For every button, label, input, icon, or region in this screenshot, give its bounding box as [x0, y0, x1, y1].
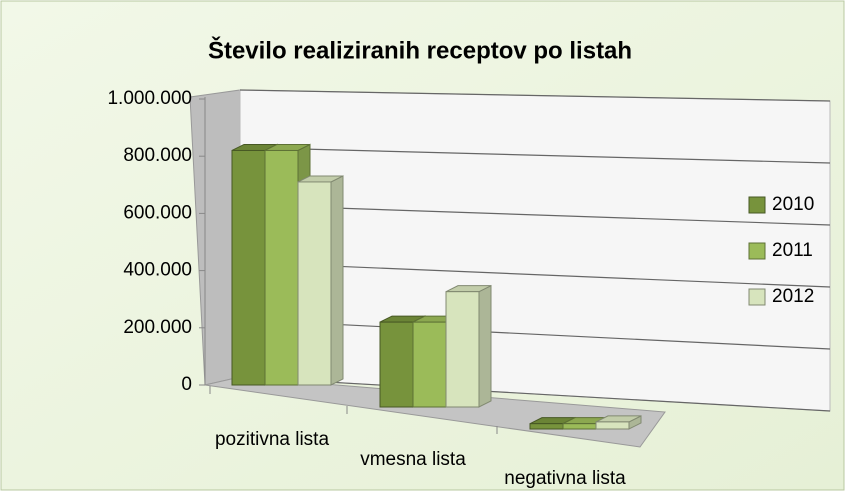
legend-swatch	[748, 196, 766, 214]
y-tick-label: 400.000	[123, 260, 192, 281]
bar	[595, 421, 630, 430]
chart-title: Število realiziranih receptov po listah	[208, 36, 632, 64]
bar	[264, 149, 299, 386]
floor	[204, 376, 666, 448]
bar	[231, 149, 266, 386]
y-tick-label: 800.000	[123, 145, 192, 166]
bar	[562, 423, 597, 430]
bar	[297, 181, 332, 386]
grid-line	[239, 146, 831, 164]
x-tick-label: negativna lista	[504, 468, 626, 489]
x-tick-label: pozitivna lista	[215, 429, 329, 450]
bar	[529, 423, 564, 430]
legend-label: 2012	[772, 286, 814, 307]
bar	[412, 321, 447, 408]
bar	[445, 291, 480, 408]
y-tick-label: 200.000	[123, 317, 192, 338]
y-tick-label: 0	[181, 374, 192, 395]
bar	[379, 321, 414, 408]
bar-side	[478, 284, 492, 408]
grid-line	[239, 376, 831, 412]
legend-swatch	[748, 288, 766, 306]
y-tick-label: 600.000	[123, 202, 192, 223]
legend-label: 2011	[772, 240, 813, 261]
grid-line	[239, 89, 831, 102]
bar-side	[330, 175, 344, 386]
legend-label: 2010	[772, 194, 814, 215]
x-tick-label: vmesna lista	[360, 449, 466, 470]
y-tick-label: 1.000.000	[107, 88, 192, 109]
legend-swatch	[748, 242, 766, 260]
